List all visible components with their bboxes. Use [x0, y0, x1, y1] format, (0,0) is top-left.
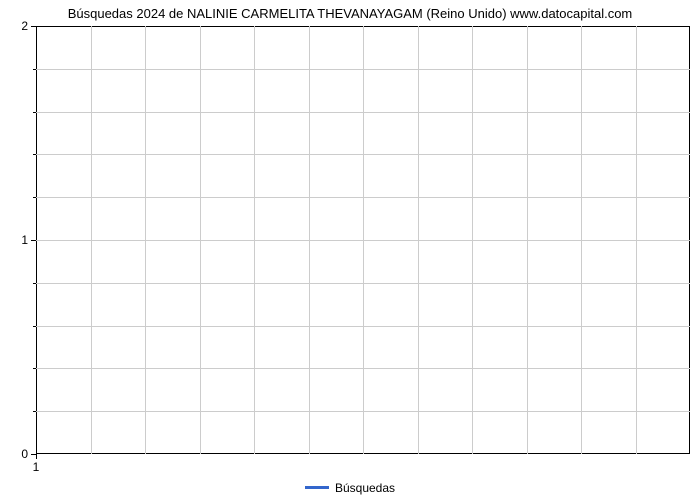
y-minor-tick-mark: [33, 368, 36, 369]
legend: Búsquedas: [0, 480, 700, 495]
legend-swatch: [305, 486, 329, 489]
x-tick-mark: [36, 454, 37, 459]
y-tick-mark: [31, 240, 36, 241]
grid-line-vertical: [363, 26, 364, 454]
chart-title: Búsquedas 2024 de NALINIE CARMELITA THEV…: [0, 6, 700, 21]
grid-line-vertical: [254, 26, 255, 454]
y-minor-tick-mark: [33, 69, 36, 70]
grid-line-vertical: [418, 26, 419, 454]
grid-line-vertical: [200, 26, 201, 454]
y-minor-tick-mark: [33, 197, 36, 198]
y-tick-mark: [31, 26, 36, 27]
y-minor-tick-mark: [33, 411, 36, 412]
grid-line-vertical: [636, 26, 637, 454]
y-tick-label: 1: [21, 233, 28, 247]
x-tick-label: 1: [33, 460, 40, 474]
y-tick-label: 2: [21, 19, 28, 33]
grid-line-vertical: [581, 26, 582, 454]
line-chart: Búsquedas 2024 de NALINIE CARMELITA THEV…: [0, 0, 700, 500]
y-tick-label: 0: [21, 447, 28, 461]
legend-label: Búsquedas: [335, 481, 395, 495]
y-minor-tick-mark: [33, 154, 36, 155]
grid-line-vertical: [309, 26, 310, 454]
plot-area: 0121: [36, 26, 690, 454]
y-minor-tick-mark: [33, 326, 36, 327]
grid-line-vertical: [472, 26, 473, 454]
grid-line-vertical: [145, 26, 146, 454]
grid-line-vertical: [91, 26, 92, 454]
y-minor-tick-mark: [33, 283, 36, 284]
y-minor-tick-mark: [33, 112, 36, 113]
grid-line-vertical: [527, 26, 528, 454]
